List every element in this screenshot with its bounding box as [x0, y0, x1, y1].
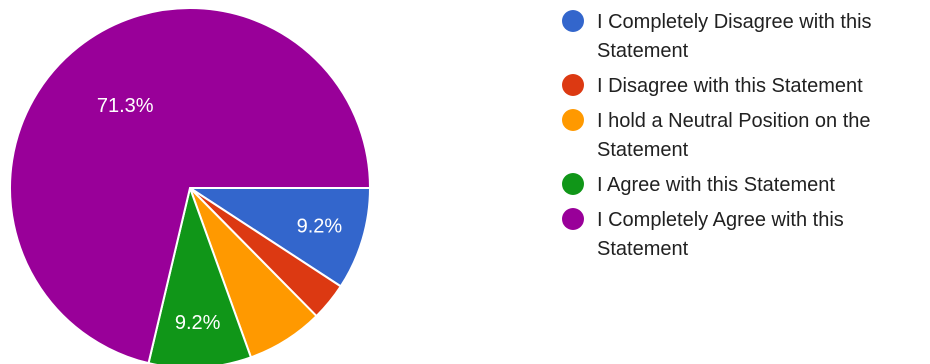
- legend-label: I Completely Agree with this Statement: [597, 209, 844, 260]
- pie-slice-1: [186, 187, 372, 288]
- legend-label: I hold a Neutral Position on the Stateme…: [597, 110, 871, 161]
- legend-swatch-icon: [562, 208, 584, 230]
- legend: I Completely Disagree with this Statemen…: [562, 8, 930, 270]
- legend-swatch-icon: [562, 173, 584, 195]
- pie-slices: [9, 7, 372, 364]
- legend-item-3: I hold a Neutral Position on the Stateme…: [562, 107, 927, 165]
- slice-label-5: 71.3%: [97, 95, 154, 117]
- pie-slice-5: [9, 7, 372, 364]
- legend-item-4: I Agree with this Statement: [562, 171, 927, 200]
- legend-label: I Completely Disagree with this Statemen…: [597, 11, 872, 62]
- legend-item-5: I Completely Agree with this Statement: [562, 206, 927, 264]
- legend-item-1: I Completely Disagree with this Statemen…: [562, 8, 927, 66]
- legend-label: I Disagree with this Statement: [597, 75, 863, 97]
- legend-swatch-icon: [562, 10, 584, 32]
- slice-label-4: 9.2%: [175, 312, 221, 334]
- pie-labels: 9.2% 9.2% 71.3%: [97, 95, 343, 334]
- legend-swatch-icon: [562, 109, 584, 131]
- legend-item-2: I Disagree with this Statement: [562, 72, 927, 101]
- legend-label: I Agree with this Statement: [597, 174, 835, 196]
- slice-label-1: 9.2%: [297, 215, 343, 237]
- legend-swatch-icon: [562, 74, 584, 96]
